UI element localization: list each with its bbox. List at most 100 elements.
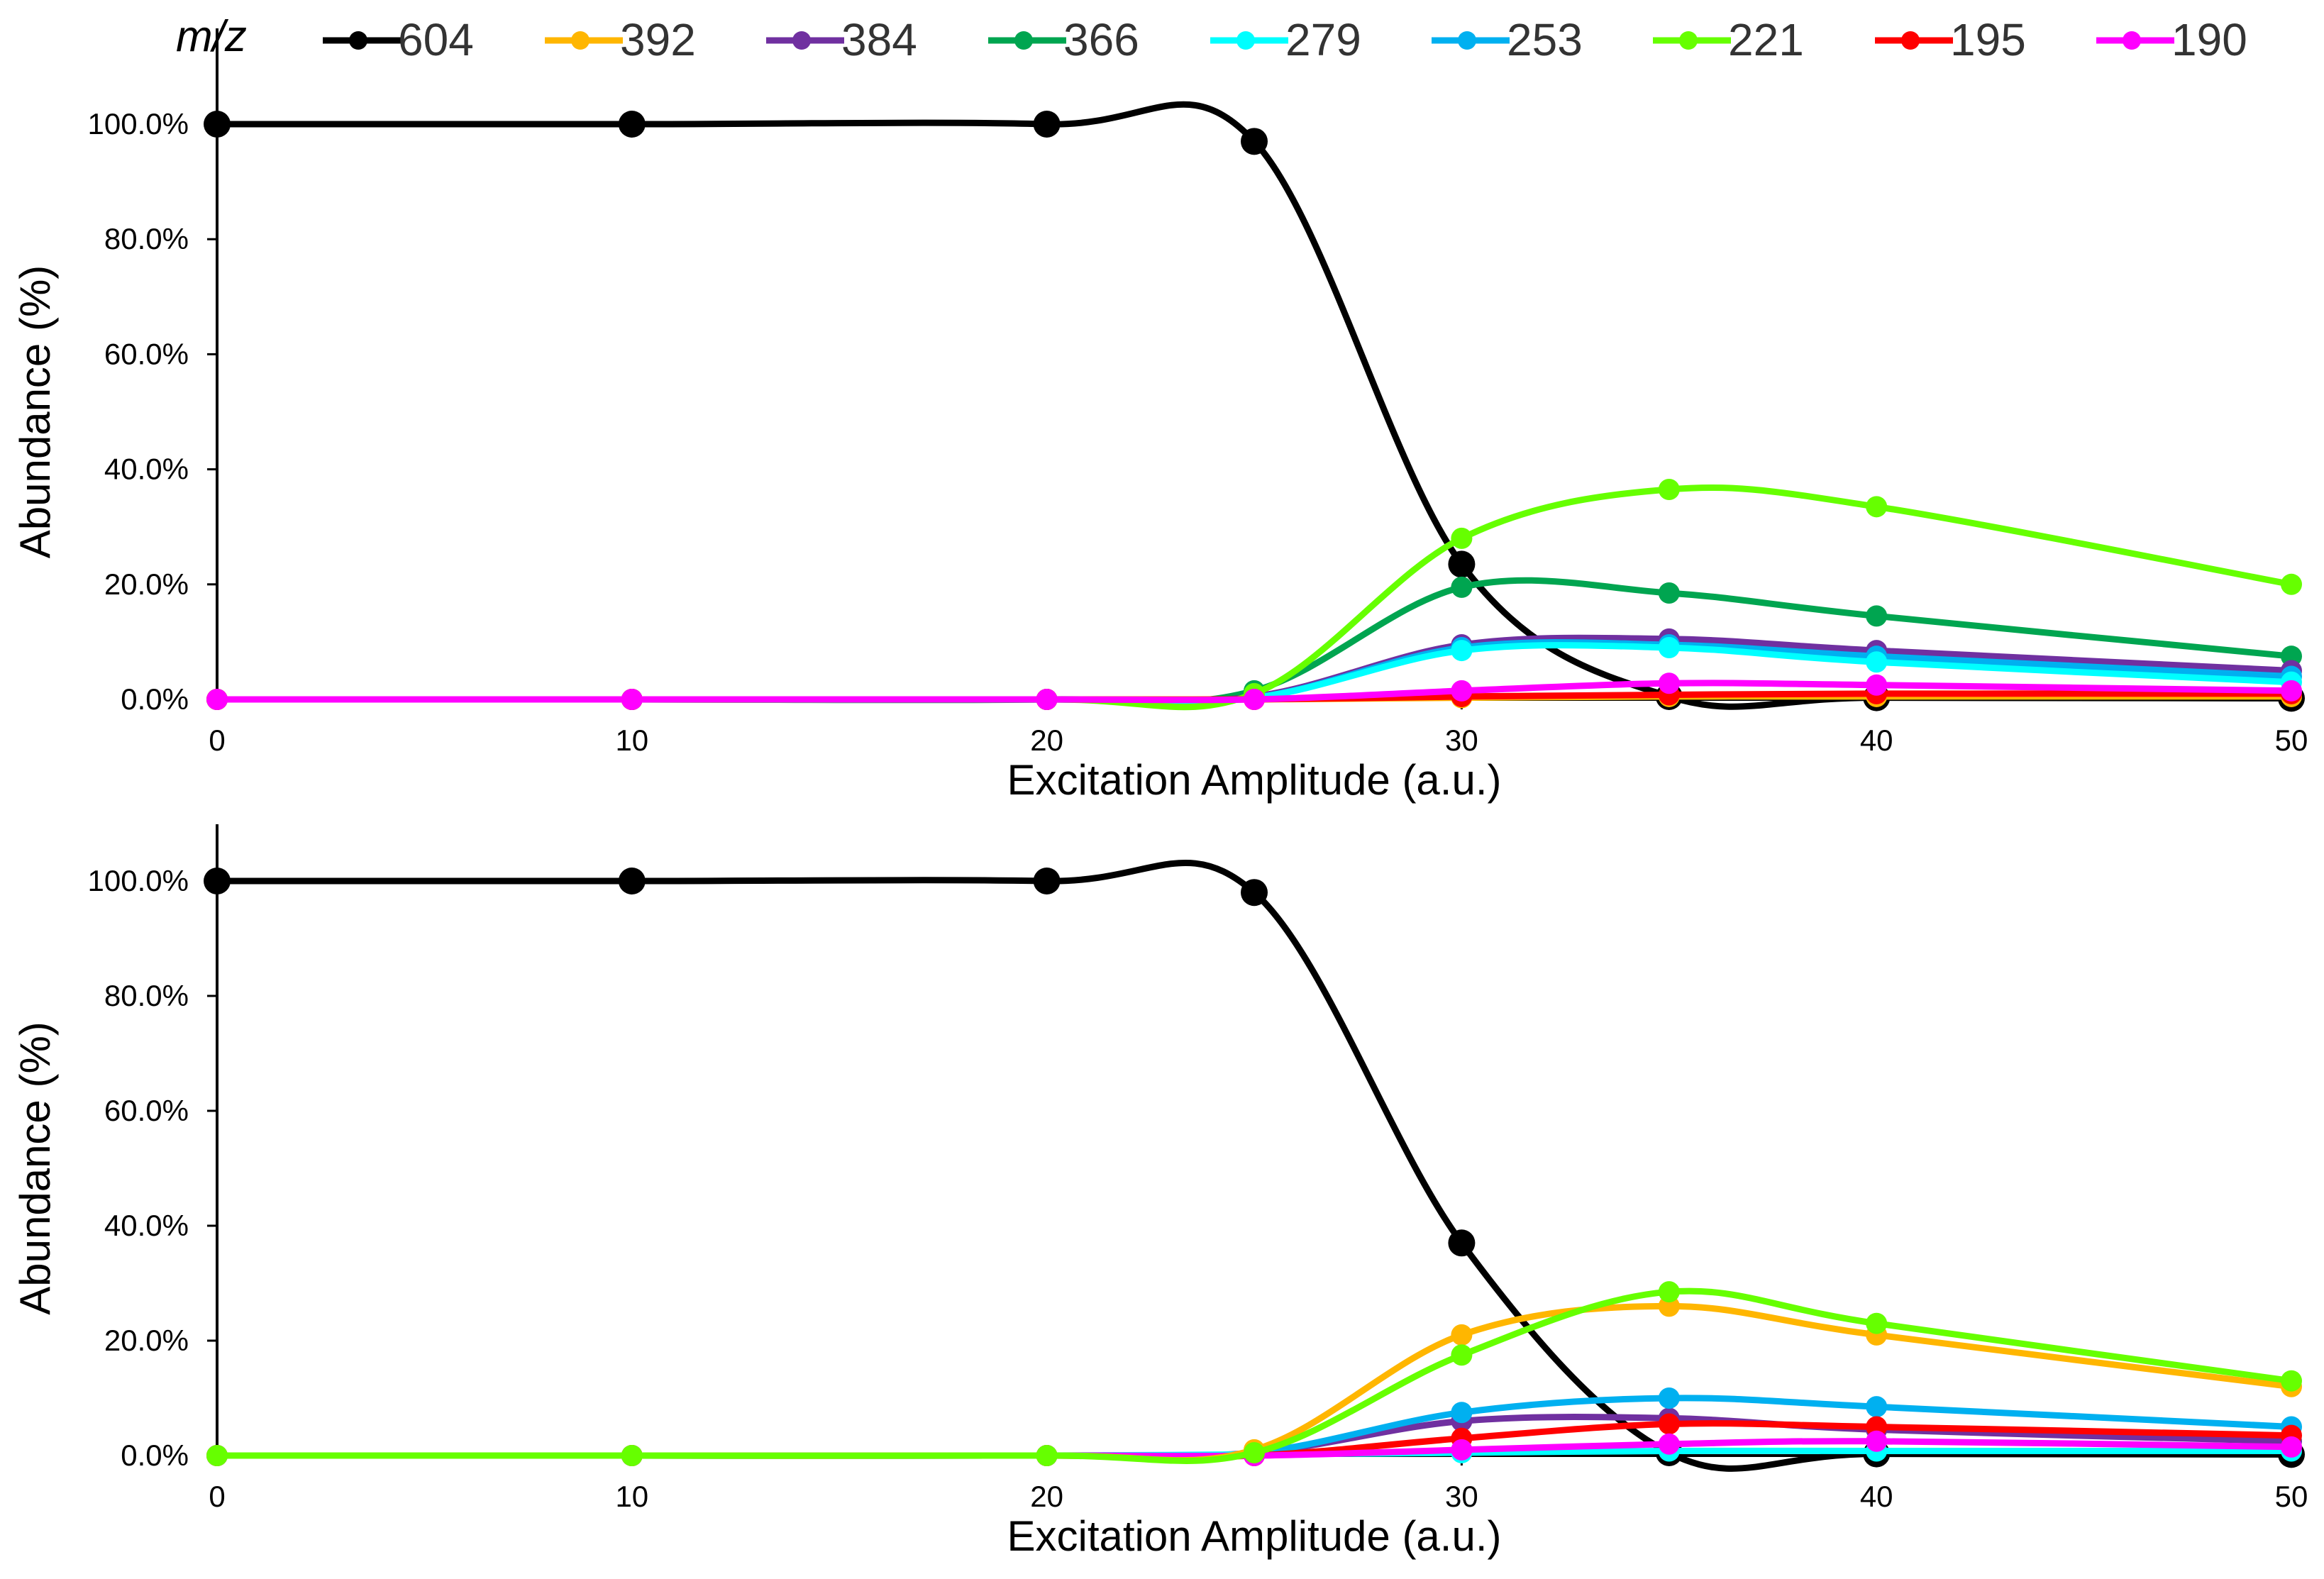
data-point [621, 1445, 643, 1466]
legend-label: 221 [1728, 14, 1804, 65]
x-axis-label: Excitation Amplitude (a.u.) [1007, 1512, 1501, 1560]
legend-item-195: 195 [1875, 14, 2026, 65]
series-line [214, 860, 2295, 1472]
data-point [1866, 1396, 1888, 1418]
x-tick-label: 10 [615, 724, 648, 757]
data-point [1866, 1430, 1888, 1452]
data-point [1658, 637, 1680, 659]
data-point [1244, 689, 1265, 710]
data-point [1448, 1229, 1476, 1257]
series-line [214, 1302, 2295, 1464]
data-point [2281, 1436, 2302, 1458]
data-point [1451, 680, 1473, 702]
data-point [1866, 651, 1888, 673]
legend-label: 195 [1950, 14, 2026, 65]
data-point [1658, 1281, 1680, 1303]
legend-label: 604 [398, 14, 474, 65]
data-point [1866, 605, 1888, 627]
data-point [206, 689, 228, 710]
x-axis-label: Excitation Amplitude (a.u.) [1007, 756, 1501, 804]
data-point [1658, 1433, 1680, 1455]
legend-swatch-marker [349, 31, 367, 50]
data-point [1033, 111, 1061, 138]
y-tick-label: 60.0% [104, 337, 189, 370]
data-point [2281, 1370, 2302, 1392]
series-221 [206, 478, 2302, 711]
series-604 [204, 101, 2305, 712]
data-point [1451, 1344, 1473, 1366]
y-tick-label: 20.0% [104, 1324, 189, 1357]
data-point [1033, 868, 1061, 894]
y-tick-label: 80.0% [104, 222, 189, 255]
data-point [1451, 527, 1473, 549]
data-point [1658, 1413, 1680, 1435]
data-point [1241, 128, 1268, 155]
y-tick-label: 40.0% [104, 453, 189, 486]
legend-item-392: 392 [545, 14, 696, 65]
legend-swatch-marker [571, 31, 590, 50]
legend-label: 392 [620, 14, 696, 65]
legend-swatch-marker [1236, 31, 1255, 50]
legend-swatch-marker [1679, 31, 1698, 50]
data-point [1036, 689, 1058, 710]
data-point [1451, 640, 1473, 662]
legend-item-366: 366 [988, 14, 1139, 65]
data-point [1241, 879, 1268, 907]
y-tick-label: 80.0% [104, 979, 189, 1012]
data-point [1451, 1324, 1473, 1346]
y-tick-label: 0.0% [121, 682, 189, 716]
data-point [204, 111, 231, 138]
data-point [1244, 1441, 1265, 1463]
legend-label: 253 [1507, 14, 1583, 65]
data-point [618, 111, 646, 138]
series-221 [206, 1281, 2302, 1466]
x-tick-label: 0 [209, 724, 225, 757]
data-point [1451, 1439, 1473, 1461]
x-tick-label: 10 [615, 1480, 648, 1513]
data-point [2281, 573, 2302, 595]
series-line [214, 484, 2295, 711]
series-604 [204, 860, 2305, 1472]
data-point [618, 868, 646, 894]
data-point [1036, 1445, 1058, 1466]
y-tick-label: 0.0% [121, 1439, 189, 1472]
y-tick-label: 20.0% [104, 567, 189, 601]
legend-item-279: 279 [1210, 14, 1361, 65]
legend-item-190: 190 [2096, 14, 2247, 65]
x-tick-label: 40 [1860, 724, 1893, 757]
series-190 [206, 672, 2302, 710]
legend-swatch-marker [1901, 31, 1920, 50]
data-point [204, 868, 231, 894]
legend-item-604: 604 [323, 14, 474, 65]
legend-item-221: 221 [1653, 14, 1804, 65]
legend-swatch-marker [1014, 31, 1033, 50]
data-point [2281, 680, 2302, 702]
data-point [1866, 496, 1888, 518]
legend-label: 366 [1063, 14, 1139, 65]
legend-swatch-marker [2123, 31, 2141, 50]
data-point [1658, 1387, 1680, 1409]
x-tick-label: 50 [2275, 1480, 2308, 1513]
data-point [1658, 672, 1680, 694]
data-point [621, 689, 643, 710]
y-tick-label: 40.0% [104, 1209, 189, 1242]
legend-item-384: 384 [766, 14, 917, 65]
bottom-chart: 0.0% 20.0% 40.0% 60.0% 80.0% 100.0% 0 10 20 30 40 5… [11, 824, 2308, 1560]
x-tick-label: 30 [1445, 1480, 1478, 1513]
y-tick-label: 100.0% [88, 864, 189, 897]
data-point [1866, 674, 1888, 696]
top-chart: 0.0% 20.0% 40.0% 60.0% 80.0% 100.0% 0 10 20 30 40 5… [11, 28, 2308, 804]
legend-label: 190 [2171, 14, 2247, 65]
data-point [1448, 550, 1476, 578]
x-tick-label: 50 [2275, 724, 2308, 757]
legend-title: m/z [176, 12, 247, 61]
data-point [1658, 478, 1680, 500]
y-axis-label: Abundance (%) [11, 265, 59, 559]
legend-label: 384 [841, 14, 917, 65]
y-tick-label: 100.0% [88, 107, 189, 140]
data-point [1658, 582, 1680, 604]
data-point [1451, 576, 1473, 598]
legend-swatch-marker [1458, 31, 1476, 50]
data-point [1866, 1312, 1888, 1334]
